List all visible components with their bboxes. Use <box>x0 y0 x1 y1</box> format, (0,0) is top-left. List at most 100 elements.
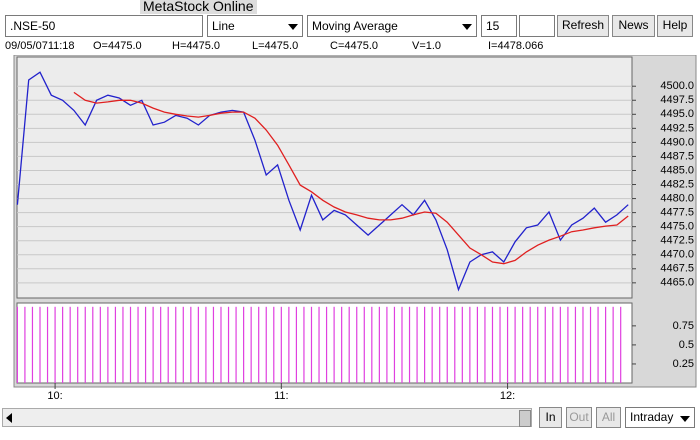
volume-bar <box>220 306 222 383</box>
volume-bar <box>537 306 539 383</box>
volume-bar <box>212 306 215 383</box>
volume-bar <box>544 306 546 383</box>
volume-bar <box>605 306 607 383</box>
volume-bar <box>235 306 237 383</box>
chart: 4465.0 4467.5 4470.0 4472.5 4475.0 4477.5 4480… <box>13 55 697 402</box>
zoom-out-button[interactable]: Out <box>566 407 592 428</box>
volume-bar <box>182 306 184 383</box>
interval-select[interactable]: Intraday <box>625 407 695 428</box>
volume-bar <box>574 306 577 383</box>
y-tick-label: 4495.0 <box>660 108 694 120</box>
y-tick-label: 4465.0 <box>660 277 694 289</box>
y-tick-label: 4490.0 <box>660 136 694 148</box>
volume-bar <box>295 306 298 383</box>
volume-bar <box>175 306 177 383</box>
window-title: MetaStock Online <box>140 0 257 14</box>
volume-bar <box>243 306 245 383</box>
volume-bar <box>265 306 267 383</box>
scroll-thumb[interactable] <box>519 410 531 427</box>
volume-bar <box>310 306 313 383</box>
info-indicator: I=4478.066 <box>488 40 544 52</box>
y-tick-label: 4500.0 <box>660 80 694 92</box>
volume-bar <box>612 306 614 383</box>
refresh-button[interactable]: Refresh <box>557 15 609 37</box>
y-tick-label: 4487.5 <box>660 150 694 162</box>
volume-bar <box>522 306 524 383</box>
volume-bar <box>167 306 169 383</box>
scrollbar[interactable] <box>2 408 532 427</box>
volume-bar <box>454 306 456 383</box>
volume-bar <box>129 306 132 383</box>
volume-bar <box>24 306 26 383</box>
volume-bar <box>401 306 403 383</box>
volume-bar <box>54 306 56 383</box>
volume-bar <box>416 306 418 383</box>
volume-bar <box>620 306 622 383</box>
volume-bar <box>567 306 569 383</box>
help-button[interactable]: Help <box>657 15 693 37</box>
volume-bar <box>160 306 162 383</box>
volume-bar <box>46 306 49 383</box>
x-tick-label: 10: <box>47 390 62 402</box>
y-tick-label: 4482.5 <box>660 178 694 190</box>
volume-bar <box>333 306 335 383</box>
volume-bar <box>469 306 471 383</box>
period-input[interactable]: 15 <box>481 15 517 37</box>
volume-bar <box>356 306 358 383</box>
volume-bar <box>371 306 373 383</box>
y-tick-label: 0.25 <box>673 358 694 370</box>
volume-bar <box>122 306 124 383</box>
extra-input[interactable] <box>519 15 555 37</box>
volume-bar <box>190 306 192 383</box>
volume-bar <box>84 306 86 383</box>
volume-bar <box>491 306 494 383</box>
style-select[interactable]: Line <box>207 15 303 37</box>
y-tick-label: 4480.0 <box>660 192 694 204</box>
volume-bar <box>144 306 147 383</box>
volume-bar <box>446 306 448 383</box>
volume-bar <box>424 306 426 383</box>
volume-bar <box>506 306 509 383</box>
volume-bar <box>137 306 139 383</box>
scroll-arrow[interactable] <box>6 413 12 423</box>
volume-bar <box>461 306 463 383</box>
y-tick-label: 4497.5 <box>660 94 694 106</box>
info-close: C=4475.0 <box>330 40 379 52</box>
all-button[interactable]: All <box>596 407 621 428</box>
volume-bar <box>16 306 18 383</box>
zoom-in-button[interactable]: In <box>539 407 562 428</box>
y-tick-label: 4492.5 <box>660 122 694 134</box>
volume-bar <box>552 306 554 383</box>
volume-bar <box>227 306 230 383</box>
volume-bar <box>393 306 396 383</box>
volume-bar <box>484 306 486 383</box>
volume-bar <box>408 306 411 383</box>
volume-bar <box>341 306 343 383</box>
volume-bar <box>288 306 290 383</box>
volume-bar <box>205 306 207 383</box>
volume-bar <box>107 306 109 383</box>
volume-bar <box>39 306 41 383</box>
info-high: H=4475.0 <box>172 40 221 52</box>
indicator-select[interactable]: Moving Average <box>307 15 477 37</box>
volume-bar <box>114 306 117 383</box>
volume-bar <box>348 306 350 383</box>
y-tick-label: 4470.0 <box>660 249 694 261</box>
y-tick-label: 0.75 <box>673 320 694 332</box>
info-date: 09/05/0711:18 <box>5 40 75 52</box>
symbol-input[interactable]: .NSE-50 <box>5 15 203 37</box>
volume-bar <box>476 306 479 383</box>
info-open: O=4475.0 <box>93 40 142 52</box>
y-tick-label: 4477.5 <box>660 207 694 219</box>
volume-bar <box>273 306 275 383</box>
volume-bar <box>439 306 441 383</box>
volume-bar <box>92 306 94 383</box>
volume-bar <box>559 306 561 383</box>
volume-bar <box>250 306 252 383</box>
volume-bar <box>197 306 199 383</box>
info-volume: V=1.0 <box>412 40 442 52</box>
volume-bar <box>77 306 79 383</box>
volume-bar <box>499 306 501 383</box>
news-button[interactable]: News <box>612 15 655 37</box>
